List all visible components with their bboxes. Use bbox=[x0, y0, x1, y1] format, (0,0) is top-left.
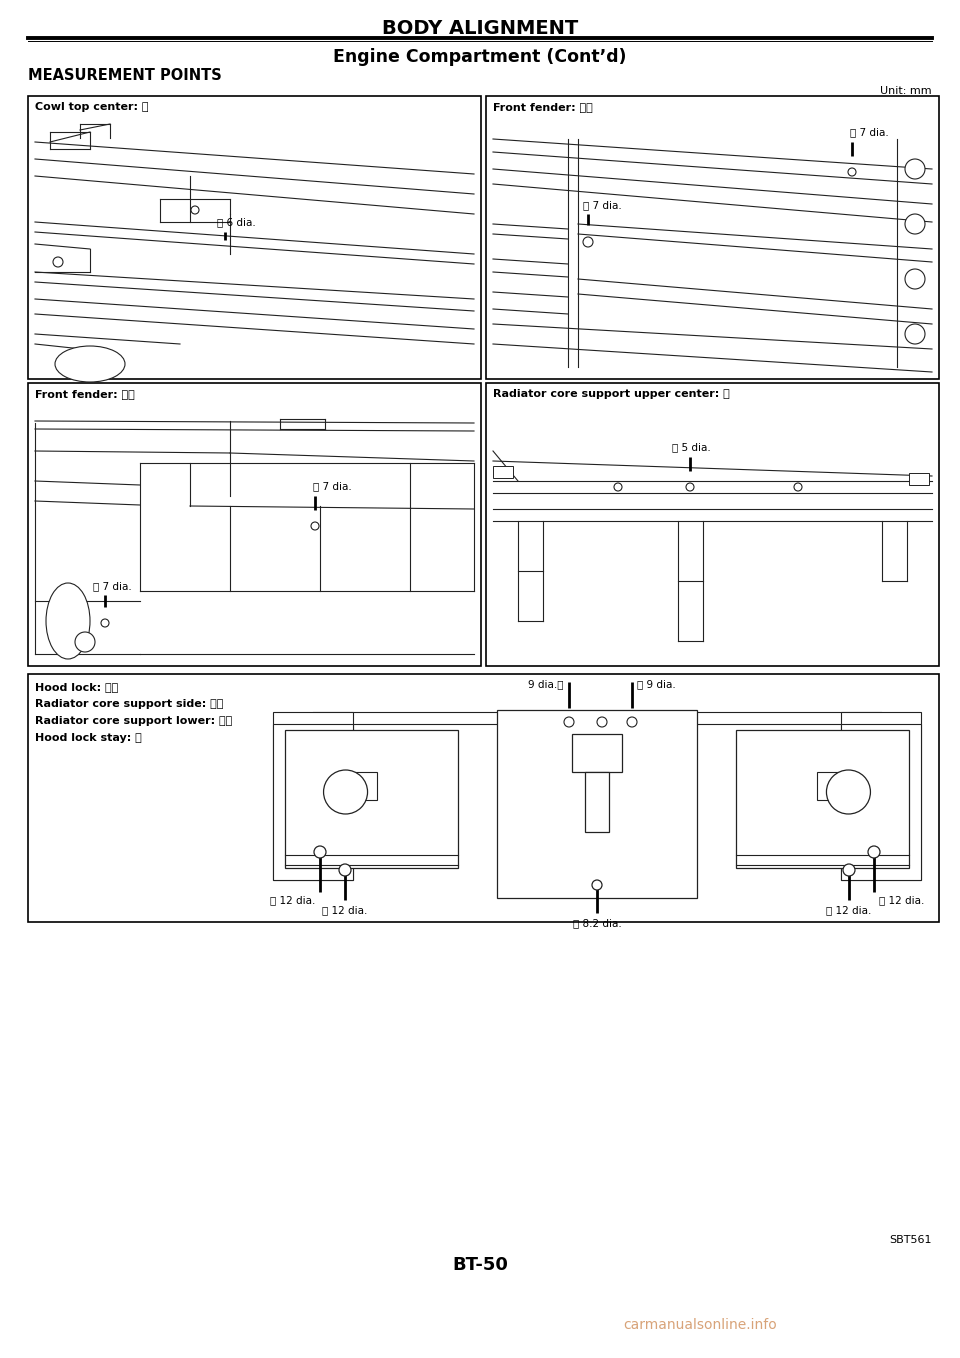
Circle shape bbox=[614, 483, 622, 492]
Text: Ⓕ 5 dia.: Ⓕ 5 dia. bbox=[672, 441, 710, 452]
Circle shape bbox=[75, 631, 95, 652]
Circle shape bbox=[324, 770, 368, 813]
Text: Ⓐ 6 dia.: Ⓐ 6 dia. bbox=[217, 217, 255, 227]
Text: Radiator core support upper center: Ⓕ: Radiator core support upper center: Ⓕ bbox=[493, 388, 730, 399]
Text: Ⓖ 9 dia.: Ⓖ 9 dia. bbox=[637, 679, 676, 689]
Polygon shape bbox=[593, 879, 601, 889]
Text: SBT561: SBT561 bbox=[890, 1234, 932, 1245]
Polygon shape bbox=[102, 607, 108, 617]
Circle shape bbox=[794, 483, 802, 492]
Bar bbox=[28, 96, 481, 379]
Text: Radiator core support side: Ⓗⓗ: Radiator core support side: Ⓗⓗ bbox=[35, 699, 224, 709]
Bar bbox=[841, 712, 921, 880]
Text: BT-50: BT-50 bbox=[452, 1256, 508, 1274]
Circle shape bbox=[564, 717, 574, 727]
Circle shape bbox=[905, 215, 925, 234]
Polygon shape bbox=[849, 156, 855, 166]
Text: Ⓗ 12 dia.: Ⓗ 12 dia. bbox=[879, 895, 924, 904]
Polygon shape bbox=[846, 862, 852, 873]
Bar bbox=[486, 383, 939, 665]
Ellipse shape bbox=[46, 583, 90, 659]
Text: Ⓑ 7 dia.: Ⓑ 7 dia. bbox=[313, 481, 351, 492]
Polygon shape bbox=[342, 862, 348, 873]
Circle shape bbox=[843, 864, 855, 876]
Bar bbox=[285, 731, 458, 868]
Circle shape bbox=[314, 846, 326, 858]
Text: Unit: mm: Unit: mm bbox=[880, 86, 932, 96]
Text: Ⓙ 8.2 dia.: Ⓙ 8.2 dia. bbox=[572, 918, 621, 928]
Circle shape bbox=[868, 846, 880, 858]
Bar bbox=[736, 731, 909, 868]
Polygon shape bbox=[585, 225, 591, 235]
Circle shape bbox=[686, 483, 694, 492]
Circle shape bbox=[848, 168, 856, 177]
Text: ⓘ 12 dia.: ⓘ 12 dia. bbox=[323, 904, 368, 915]
Ellipse shape bbox=[55, 346, 125, 382]
Bar bbox=[273, 712, 353, 880]
Polygon shape bbox=[565, 708, 572, 718]
Circle shape bbox=[592, 880, 602, 889]
Text: carmanualsonline.info: carmanualsonline.info bbox=[623, 1319, 777, 1332]
Circle shape bbox=[827, 770, 871, 813]
Bar bbox=[817, 771, 849, 800]
Text: Ⓔ 7 dia.: Ⓔ 7 dia. bbox=[583, 200, 622, 210]
Circle shape bbox=[905, 159, 925, 179]
Text: ⓗ 12 dia.: ⓗ 12 dia. bbox=[270, 895, 315, 904]
Circle shape bbox=[191, 206, 199, 215]
Polygon shape bbox=[317, 845, 324, 854]
Circle shape bbox=[53, 257, 63, 268]
Bar bbox=[486, 96, 939, 379]
Circle shape bbox=[311, 521, 319, 530]
Bar bbox=[585, 771, 609, 832]
Text: Hood lock stay: Ⓙ: Hood lock stay: Ⓙ bbox=[35, 733, 142, 743]
Polygon shape bbox=[686, 471, 693, 481]
Text: Hood lock: Ⓖⓖ: Hood lock: Ⓖⓖ bbox=[35, 682, 118, 693]
Polygon shape bbox=[222, 240, 228, 250]
Bar bbox=[28, 674, 939, 922]
Text: Cowl top center: Ⓐ: Cowl top center: Ⓐ bbox=[35, 102, 149, 111]
Text: Ⓒ 7 dia.: Ⓒ 7 dia. bbox=[93, 581, 132, 591]
Bar bbox=[345, 771, 377, 800]
Bar bbox=[909, 473, 929, 485]
Bar bbox=[841, 724, 921, 880]
Bar bbox=[273, 724, 353, 880]
Polygon shape bbox=[311, 511, 319, 520]
Polygon shape bbox=[871, 845, 877, 854]
Text: Ⓘ 12 dia.: Ⓘ 12 dia. bbox=[827, 904, 872, 915]
Text: Radiator core support lower: Ⓘⓘ: Radiator core support lower: Ⓘⓘ bbox=[35, 716, 232, 727]
Text: Front fender: ⒷⒸ: Front fender: ⒷⒸ bbox=[35, 388, 134, 399]
Polygon shape bbox=[629, 708, 636, 718]
Text: Engine Compartment (Cont’d): Engine Compartment (Cont’d) bbox=[333, 48, 627, 67]
Circle shape bbox=[339, 864, 351, 876]
Circle shape bbox=[905, 269, 925, 289]
Text: ⓓ 7 dia.: ⓓ 7 dia. bbox=[850, 128, 889, 137]
Circle shape bbox=[101, 619, 109, 627]
Bar bbox=[493, 466, 513, 478]
Bar bbox=[28, 383, 481, 665]
Bar bbox=[572, 735, 622, 771]
Circle shape bbox=[627, 717, 637, 727]
Text: 9 dia.ⓖ: 9 dia.ⓖ bbox=[529, 679, 564, 689]
Text: MEASUREMENT POINTS: MEASUREMENT POINTS bbox=[28, 68, 222, 83]
Circle shape bbox=[905, 325, 925, 344]
Circle shape bbox=[583, 238, 593, 247]
Text: Front fender: ⓓⒺ: Front fender: ⓓⒺ bbox=[493, 102, 592, 111]
Bar bbox=[497, 710, 697, 898]
Text: BODY ALIGNMENT: BODY ALIGNMENT bbox=[382, 19, 578, 38]
Circle shape bbox=[597, 717, 607, 727]
